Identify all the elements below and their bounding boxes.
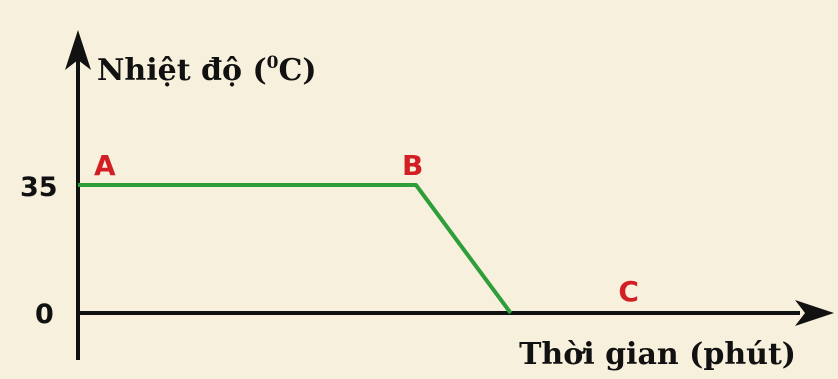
x-axis-arrow-icon xyxy=(795,300,834,326)
y-axis-title-suffix: C) xyxy=(279,53,317,88)
point-label-c: C xyxy=(618,275,639,308)
point-label-a: A xyxy=(94,149,116,182)
y-tick-label-0: 0 xyxy=(35,299,54,330)
y-tick-label-35: 35 xyxy=(20,172,58,203)
x-axis-title: Thời gian (phút) xyxy=(519,337,796,372)
y-axis-title-superscript: 0 xyxy=(267,53,279,73)
y-axis-arrow-icon xyxy=(65,30,91,70)
temperature-series-line xyxy=(78,183,513,315)
y-axis-title-prefix: Nhiệt độ ( xyxy=(97,53,267,88)
y-axis-title: Nhiệt độ (0C) xyxy=(97,53,317,88)
point-label-b: B xyxy=(402,149,423,182)
